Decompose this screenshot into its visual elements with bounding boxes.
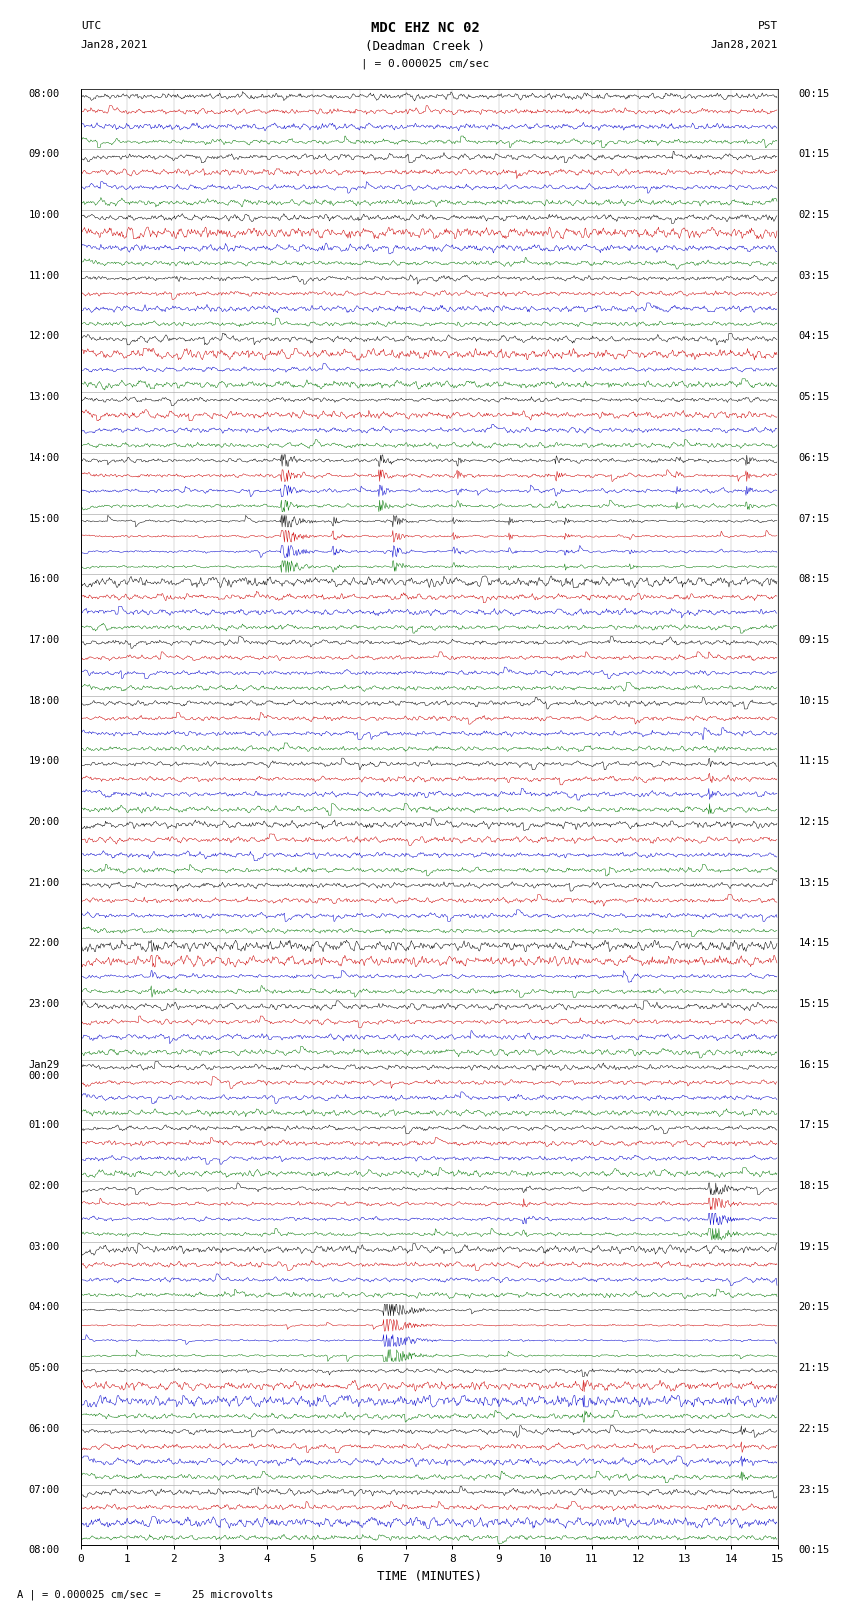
Text: 03:00: 03:00: [29, 1242, 60, 1252]
Text: 16:15: 16:15: [799, 1060, 830, 1069]
Text: 21:00: 21:00: [29, 877, 60, 887]
Text: 22:00: 22:00: [29, 939, 60, 948]
Text: 11:00: 11:00: [29, 271, 60, 281]
Text: 22:15: 22:15: [799, 1424, 830, 1434]
Text: 08:15: 08:15: [799, 574, 830, 584]
Text: 21:15: 21:15: [799, 1363, 830, 1373]
Text: 03:15: 03:15: [799, 271, 830, 281]
Text: 07:15: 07:15: [799, 513, 830, 524]
Text: 20:15: 20:15: [799, 1303, 830, 1313]
Text: 06:00: 06:00: [29, 1424, 60, 1434]
Text: 15:00: 15:00: [29, 513, 60, 524]
Text: 12:00: 12:00: [29, 332, 60, 342]
Text: 20:00: 20:00: [29, 818, 60, 827]
Text: 18:00: 18:00: [29, 695, 60, 705]
Text: 02:00: 02:00: [29, 1181, 60, 1190]
Text: 07:00: 07:00: [29, 1484, 60, 1495]
Text: Jan28,2021: Jan28,2021: [81, 40, 148, 50]
X-axis label: TIME (MINUTES): TIME (MINUTES): [377, 1569, 482, 1582]
Text: 23:00: 23:00: [29, 998, 60, 1010]
Text: 08:00: 08:00: [29, 1545, 60, 1555]
Text: 01:00: 01:00: [29, 1121, 60, 1131]
Text: 04:15: 04:15: [799, 332, 830, 342]
Text: 08:00: 08:00: [29, 89, 60, 98]
Text: 02:15: 02:15: [799, 210, 830, 219]
Text: 17:00: 17:00: [29, 636, 60, 645]
Text: 23:15: 23:15: [799, 1484, 830, 1495]
Text: 11:15: 11:15: [799, 756, 830, 766]
Text: PST: PST: [757, 21, 778, 31]
Text: 14:15: 14:15: [799, 939, 830, 948]
Text: 00:15: 00:15: [799, 1545, 830, 1555]
Text: MDC EHZ NC 02: MDC EHZ NC 02: [371, 21, 479, 35]
Text: 18:15: 18:15: [799, 1181, 830, 1190]
Text: 09:00: 09:00: [29, 150, 60, 160]
Text: 01:15: 01:15: [799, 150, 830, 160]
Text: 09:15: 09:15: [799, 636, 830, 645]
Text: 17:15: 17:15: [799, 1121, 830, 1131]
Text: 13:00: 13:00: [29, 392, 60, 402]
Text: 16:00: 16:00: [29, 574, 60, 584]
Text: 10:15: 10:15: [799, 695, 830, 705]
Text: 19:15: 19:15: [799, 1242, 830, 1252]
Text: 19:00: 19:00: [29, 756, 60, 766]
Text: Jan28,2021: Jan28,2021: [711, 40, 778, 50]
Text: 00:15: 00:15: [799, 89, 830, 98]
Text: 06:15: 06:15: [799, 453, 830, 463]
Text: (Deadman Creek ): (Deadman Creek ): [365, 40, 485, 53]
Text: 05:00: 05:00: [29, 1363, 60, 1373]
Text: 13:15: 13:15: [799, 877, 830, 887]
Text: 12:15: 12:15: [799, 818, 830, 827]
Text: UTC: UTC: [81, 21, 101, 31]
Text: | = 0.000025 cm/sec: | = 0.000025 cm/sec: [361, 58, 489, 69]
Text: 05:15: 05:15: [799, 392, 830, 402]
Text: Jan29
00:00: Jan29 00:00: [29, 1060, 60, 1081]
Text: 14:00: 14:00: [29, 453, 60, 463]
Text: 04:00: 04:00: [29, 1303, 60, 1313]
Text: 10:00: 10:00: [29, 210, 60, 219]
Text: A | = 0.000025 cm/sec =     25 microvolts: A | = 0.000025 cm/sec = 25 microvolts: [17, 1589, 273, 1600]
Text: 15:15: 15:15: [799, 998, 830, 1010]
